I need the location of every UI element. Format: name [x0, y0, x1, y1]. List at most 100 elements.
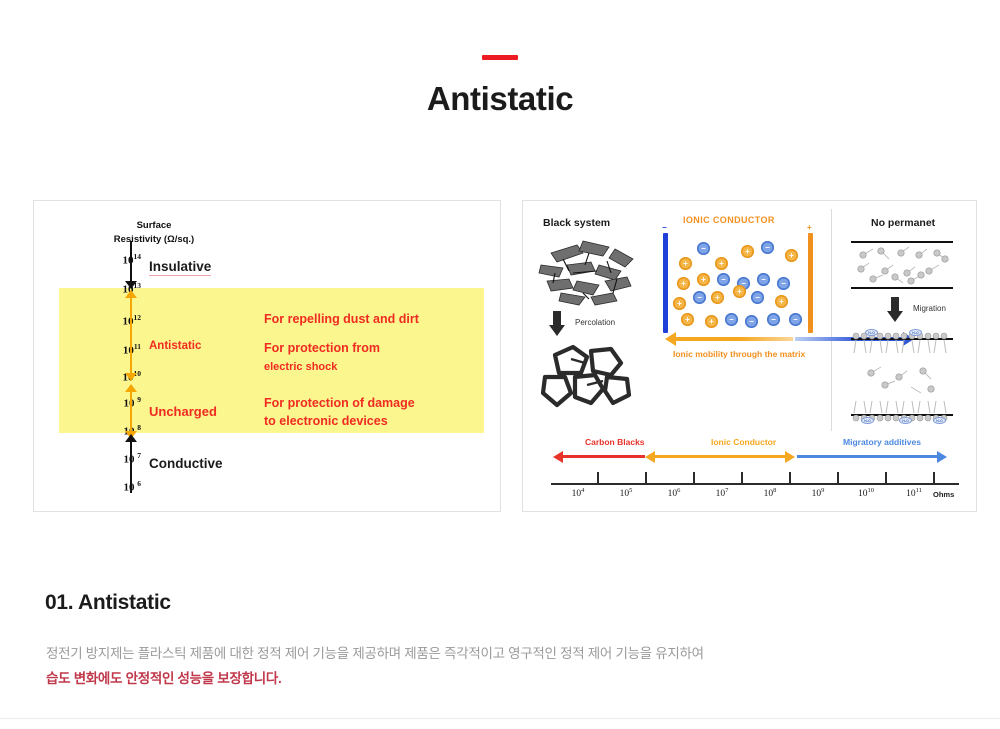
scale-arrow-head-ionic-left — [645, 450, 655, 463]
description-protection-shock-line1: For protection from — [264, 341, 380, 355]
cation-ion: + — [711, 291, 724, 304]
water-bloom-label: H₂O — [899, 417, 912, 424]
scale-tick — [885, 472, 887, 483]
scale-segment-label-carbon-blacks: Carbon Blacks — [585, 437, 645, 447]
ionic-mobility-caption: Ionic mobility through the matrix — [673, 349, 806, 359]
scale-tick — [597, 472, 599, 483]
tick-label-10e13: 1013 — [122, 281, 142, 296]
anion-ion: − — [757, 273, 770, 286]
antistatic-arrow-stem — [130, 297, 132, 375]
scale-segment-label-ionic-conductor: Ionic Conductor — [711, 437, 777, 447]
ionic-conductor-title: IONIC CONDUCTOR — [683, 215, 775, 225]
cation-ion: + — [733, 285, 746, 298]
axis-title-line1: Surface — [136, 220, 172, 231]
scale-label-10e5: 105 — [619, 487, 633, 500]
scale-tick — [837, 472, 839, 483]
tick-label-10e11: 1011 — [122, 342, 141, 357]
scale-segment-label-migratory-additives: Migratory additives — [843, 437, 921, 447]
negative-electrode-sign: − — [662, 223, 667, 232]
cation-ion: + — [775, 295, 788, 308]
scale-unit-label: Ohms — [933, 490, 955, 499]
scale-label-10e7: 107 — [715, 487, 729, 500]
insulative-arrow-stem — [130, 241, 132, 283]
zone-label-insulative: Insulative — [149, 259, 212, 276]
percolation-network-icon — [540, 344, 632, 408]
cation-ion: + — [697, 273, 710, 286]
negative-electrode — [663, 233, 668, 333]
tick-label-10e9: 10 9 — [123, 395, 142, 410]
anion-ion: − — [751, 291, 764, 304]
section-title: 01. Antistatic — [45, 591, 171, 614]
zone-label-antistatic: Antistatic — [149, 340, 202, 352]
right-diagram-card: Black system — [522, 200, 977, 512]
ionic-mobility-arrows — [663, 233, 914, 346]
resistivity-scale-diagram: Surface Resistivity (Ω/sq.) 1014 1013 10… — [34, 201, 500, 511]
water-bloom-label: H₂O — [865, 329, 878, 336]
header-accent-rule — [482, 55, 518, 60]
mobility-arrow-left-bar — [675, 337, 793, 341]
no-permanent-title: No permanet — [871, 217, 936, 229]
scale-label-10e9: 109 — [811, 487, 825, 500]
cation-ion: + — [681, 313, 694, 326]
migration-arrow-head — [887, 311, 903, 322]
scale-arrow-head-migratory-right — [937, 450, 947, 463]
cation-ion: + — [785, 249, 798, 262]
tick-label-10e12: 1012 — [122, 313, 142, 328]
tick-label-10e6: 10 6 — [123, 479, 142, 494]
anion-ion: − — [717, 273, 730, 286]
page-title: Antistatic — [426, 80, 574, 117]
tick-label-10e14: 1014 — [122, 252, 142, 267]
cation-ion: + — [715, 257, 728, 270]
antistatic-highlight-band — [59, 288, 484, 433]
left-diagram-card: Surface Resistivity (Ω/sq.) 1014 1013 10… — [33, 200, 501, 512]
antistatic-arrow-head-up — [124, 290, 137, 298]
water-bloom-label: H₂O — [909, 329, 922, 336]
scale-tick — [741, 472, 743, 483]
scale-label-10e6: 106 — [667, 487, 681, 500]
conductive-arrow-head — [125, 434, 137, 442]
uncharged-arrow-stem — [130, 391, 132, 433]
anion-ion: − — [767, 313, 780, 326]
water-bloom-label: H₂O — [861, 417, 874, 424]
panel-divider — [831, 209, 832, 431]
scale-tick — [645, 472, 647, 483]
scale-bar-ionic-conductor — [655, 455, 785, 458]
scale-tick — [933, 472, 935, 483]
anion-ion: − — [745, 315, 758, 328]
page-header: Antistatic — [0, 0, 1000, 118]
footer-divider — [0, 718, 1000, 719]
scale-arrow-head-ionic-right — [785, 450, 795, 463]
anion-ion: − — [761, 241, 774, 254]
anion-ion: − — [725, 313, 738, 326]
ionic-conductor-cell: − + + − + + − + + + − − − − + − — [662, 223, 813, 338]
scale-arrow-head-carbon-left — [553, 450, 563, 463]
body-paragraph-line2: 습도 변화에도 안정적인 성능을 보장합니다. — [46, 671, 282, 686]
scale-bar-migratory-additives — [797, 455, 937, 458]
mobility-arrow-right-bar — [795, 337, 903, 341]
description-protection-damage-line2: to electronic devices — [264, 414, 388, 428]
cation-ion: + — [705, 315, 718, 328]
cation-ion: + — [673, 297, 686, 310]
axis-title: Surface Resistivity (Ω/sq.) — [94, 219, 214, 247]
black-system-title: Black system — [543, 217, 611, 229]
anion-ion: − — [777, 277, 790, 290]
diagram-cards-row: Surface Resistivity (Ω/sq.) 1014 1013 10… — [0, 200, 1000, 514]
scale-bar-carbon-blacks — [563, 455, 645, 458]
percolation-arrow-stem — [553, 311, 561, 327]
tick-label-10e7: 10 7 — [123, 451, 142, 466]
uncharged-arrow-head-up — [124, 384, 137, 392]
zone-label-uncharged: Uncharged — [149, 404, 217, 419]
carbon-flake-cluster-icon — [538, 240, 634, 306]
migration-arrow-stem — [891, 297, 899, 313]
top-plate-lower — [851, 287, 953, 289]
top-plate-upper — [851, 241, 953, 243]
scale-label-10e4: 104 — [571, 487, 585, 500]
percolation-caption: Percolation — [575, 318, 616, 327]
description-protection-shock-line2: electric shock — [264, 361, 338, 373]
cation-ion: + — [679, 257, 692, 270]
scale-label-10e11: 1011 — [906, 487, 922, 500]
zone-label-conductive: Conductive — [149, 456, 223, 471]
axis-title-line2: Resistivity (Ω/sq.) — [113, 234, 195, 245]
anion-ion: − — [697, 242, 710, 255]
